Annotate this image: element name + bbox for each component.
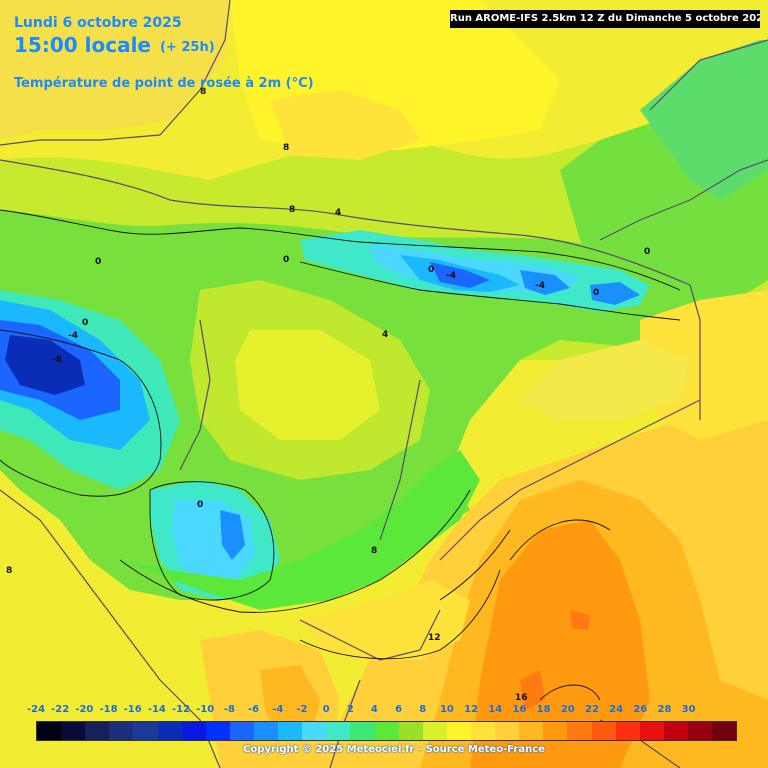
contour-label: 8 (200, 87, 206, 97)
contour-label: -8 (52, 355, 62, 365)
forecast-time: 15:00 locale (14, 33, 151, 57)
legend-swatch (374, 722, 399, 740)
legend-label: 30 (681, 704, 696, 715)
legend-swatch (591, 722, 616, 740)
legend-swatch (639, 722, 664, 740)
forecast-offset: (+ 25h) (160, 40, 215, 55)
contour-label: 8 (6, 566, 12, 576)
legend-label: 2 (346, 704, 354, 715)
contour-label: 0 (82, 318, 88, 328)
legend-swatch (470, 722, 496, 740)
legend-swatch (37, 722, 62, 740)
legend-swatch (109, 722, 134, 740)
contour-label: 16 (515, 693, 528, 703)
contour-label: 8 (289, 205, 295, 215)
contour-label: 0 (283, 255, 289, 265)
legend-label: -24 (26, 704, 46, 715)
legend-label: -6 (247, 704, 260, 715)
legend-label: 18 (536, 704, 551, 715)
contour-label: 0 (428, 265, 434, 275)
contour-label: 0 (593, 288, 599, 298)
legend-label: 6 (395, 704, 403, 715)
legend-swatch (253, 722, 279, 740)
legend-swatch (85, 722, 110, 740)
legend-swatch (615, 722, 640, 740)
legend-swatch (350, 722, 375, 740)
copyright: Copyright © 2025 Meteociel.fr - Source M… (243, 744, 545, 755)
legend-swatch (519, 722, 544, 740)
legend-swatch (205, 722, 230, 740)
legend-swatch (712, 722, 737, 740)
legend-label: 14 (488, 704, 503, 715)
legend-swatch (446, 722, 471, 740)
contour-label: 12 (428, 633, 441, 643)
legend-label: -22 (51, 704, 70, 715)
legend-swatch (302, 722, 327, 740)
legend-label: -8 (223, 704, 235, 715)
legend-label: -4 (272, 704, 284, 715)
legend-swatch (543, 722, 568, 740)
contour-label: 4 (335, 208, 341, 218)
legend-label: 28 (657, 704, 672, 715)
legend-swatch (422, 722, 447, 740)
legend-swatch (567, 722, 592, 740)
legend-swatch (133, 722, 158, 740)
legend-label: 20 (560, 704, 575, 715)
legend-swatch (157, 722, 182, 740)
legend-label: -14 (147, 704, 166, 715)
legend-swatch (181, 722, 206, 740)
legend-label: -18 (99, 704, 118, 715)
legend-swatch (398, 722, 423, 740)
legend-label: -12 (171, 704, 191, 715)
legend-label: 4 (370, 704, 378, 715)
legend-swatch (326, 722, 351, 740)
contour-label: -4 (68, 331, 78, 341)
legend-swatch (495, 722, 520, 740)
contour-label: 0 (197, 500, 203, 510)
legend-label: 10 (439, 704, 454, 715)
contour-label: 0 (644, 247, 650, 257)
contour-label: 0 (95, 257, 101, 267)
contour-label: 4 (382, 330, 388, 340)
legend-label: 8 (419, 704, 427, 715)
legend-label: -20 (75, 704, 94, 715)
legend-label: 24 (609, 704, 624, 715)
legend-swatch (687, 722, 713, 740)
legend-label: 26 (633, 704, 648, 715)
legend-label: 16 (512, 704, 527, 715)
parameter-title: Température de point de rosée à 2m (°C) (14, 76, 314, 91)
contour-label: -4 (446, 271, 456, 281)
legend-label: 22 (584, 704, 599, 715)
legend-swatch (663, 722, 688, 740)
legend-label: -2 (296, 704, 308, 715)
legend-swatch (61, 722, 86, 740)
run-info: Run AROME-IFS 2.5km 12 Z du Dimanche 5 o… (450, 10, 760, 28)
contour-label: 8 (371, 546, 377, 556)
forecast-date: Lundi 6 octobre 2025 (14, 15, 182, 31)
contour-label: -4 (535, 281, 545, 291)
contour-label: 8 (283, 143, 289, 153)
legend-labels: -24 -22 -20 -18 -16 -14 -12 -10 -8 -6 -4 -2 0 2 4 6 8 10 1… (0, 704, 768, 720)
legend-label: 0 (322, 704, 330, 715)
legend-swatch (278, 722, 303, 740)
color-legend (36, 721, 737, 741)
legend-label: -10 (196, 704, 215, 715)
legend-label: 12 (464, 704, 479, 715)
legend-swatch (229, 722, 254, 740)
legend-label: -16 (123, 704, 142, 715)
